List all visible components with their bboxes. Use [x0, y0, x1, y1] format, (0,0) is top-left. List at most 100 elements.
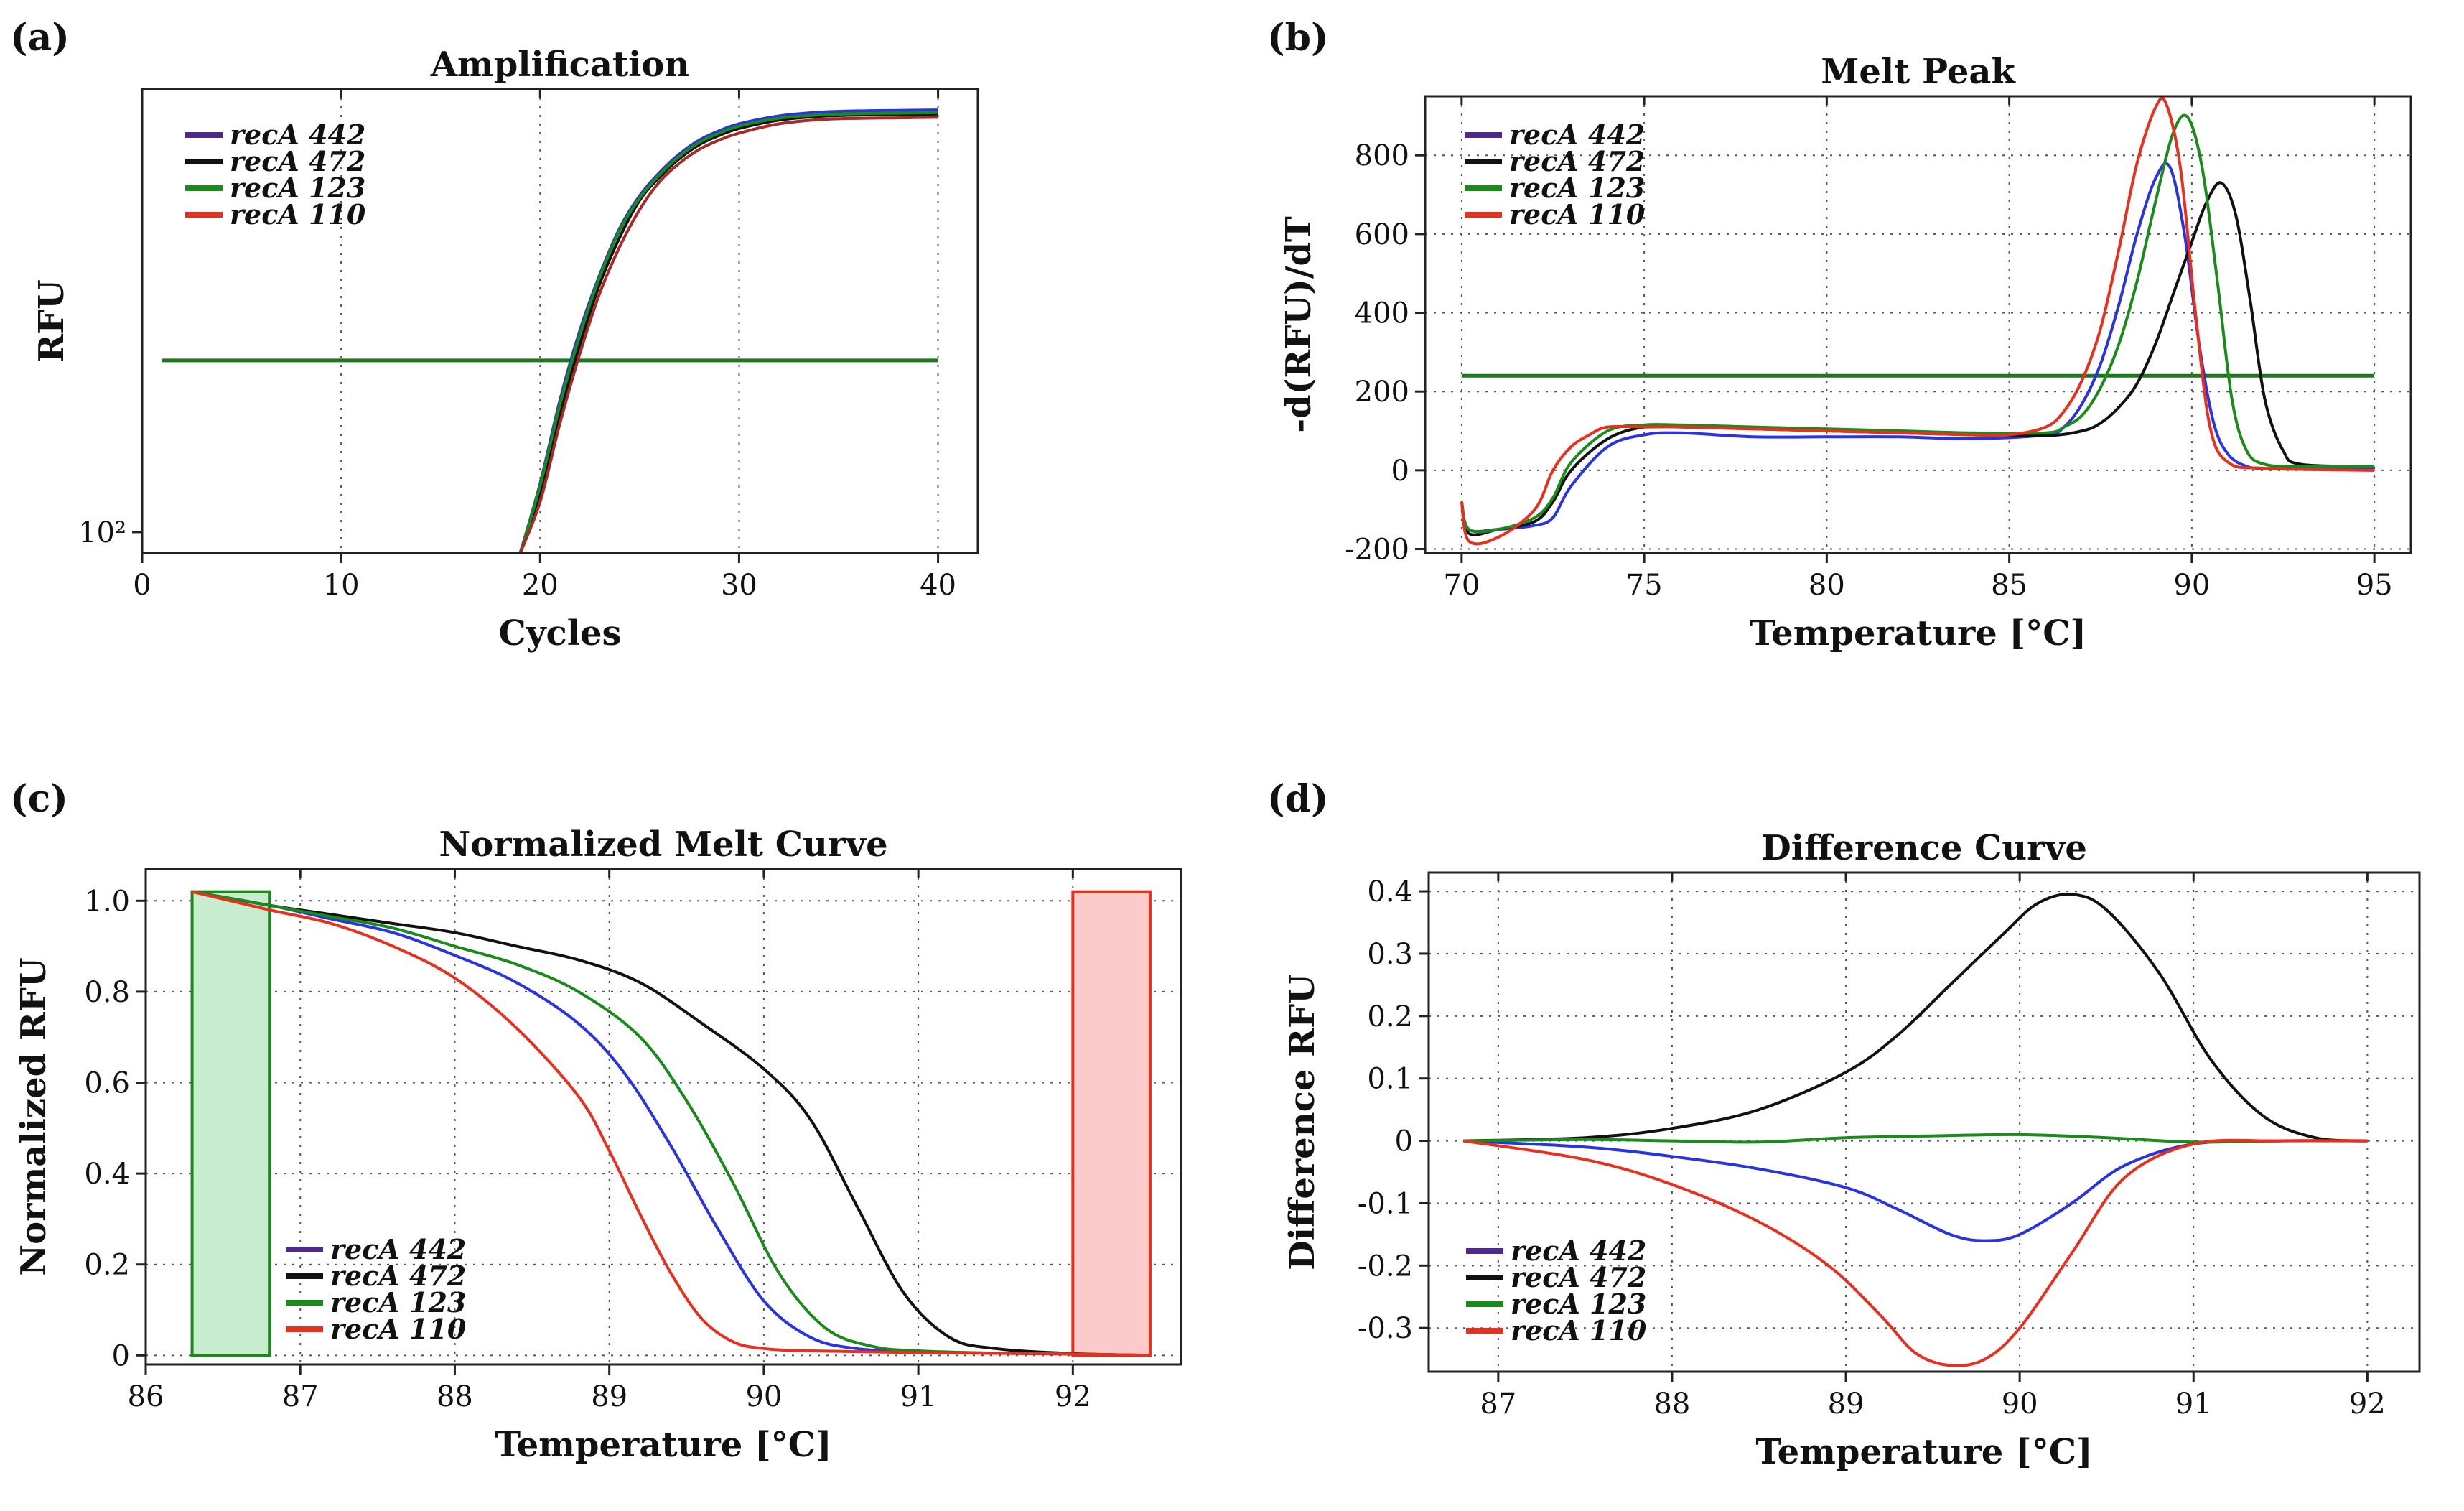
- y-tick-label: 10²: [78, 516, 126, 549]
- post-melt-region: [1071, 890, 1152, 1357]
- x-tick-label: 90: [2002, 1387, 2038, 1421]
- y-tick-label: 0.4: [1367, 875, 1413, 908]
- legend-label: recA 472: [230, 145, 365, 177]
- panel-letter: (b): [1267, 16, 1329, 60]
- panel-a: (a) Amplification 0 10 20 30 40 10² Cycles RFU rec…: [10, 16, 979, 654]
- series-line-reca-442: [1463, 1139, 2368, 1242]
- chart-title: Amplification: [430, 45, 690, 85]
- legend-label: recA 442: [330, 1233, 466, 1265]
- legend-label: recA 123: [330, 1286, 466, 1319]
- y-tick-label: 0.6: [84, 1067, 130, 1100]
- legend-label: recA 442: [230, 118, 365, 151]
- x-tick-label: 87: [1480, 1387, 1516, 1421]
- panel-letter: (c): [10, 777, 68, 821]
- x-tick-label: 20: [522, 569, 559, 602]
- chart-title: Difference Curve: [1761, 828, 2087, 868]
- y-tick-label: 0.3: [1367, 938, 1413, 971]
- series-line-reca-472: [192, 890, 1151, 1357]
- x-tick-label: 75: [1626, 569, 1663, 602]
- y-tick-label: 0.1: [1367, 1063, 1413, 1096]
- x-tick-label: 90: [2173, 569, 2210, 602]
- y-axis-label: RFU: [32, 279, 72, 363]
- x-tick-label: 30: [721, 569, 757, 602]
- y-tick-label: 0: [1391, 455, 1409, 488]
- legend-label: recA 472: [1509, 145, 1645, 177]
- x-axis-label: Temperature [°C]: [1750, 613, 2086, 654]
- series-line-reca-472: [518, 112, 938, 553]
- x-axis-label: Cycles: [498, 613, 621, 654]
- series-line-reca-110: [1460, 96, 2375, 546]
- series-line-reca-472: [1460, 181, 2375, 536]
- x-tick-label: 90: [745, 1380, 782, 1413]
- y-tick-label: 0.2: [84, 1249, 130, 1282]
- panel-letter: (d): [1267, 777, 1329, 821]
- series-line-reca-110: [518, 116, 938, 553]
- x-tick-label: 88: [437, 1380, 473, 1413]
- y-tick-label: 0.8: [84, 976, 130, 1009]
- x-tick-label: 88: [1653, 1387, 1690, 1421]
- y-tick-label: -200: [1345, 534, 1409, 567]
- series-line-reca-123: [518, 111, 938, 553]
- panel-letter: (a): [10, 16, 70, 60]
- y-tick-label: 1.0: [84, 885, 130, 918]
- panel-c: (c) Normalized Melt Curve 86 87 88 89 90 91 92 0 0…: [10, 777, 1182, 1465]
- x-tick-label: 95: [2356, 569, 2393, 602]
- pre-melt-region: [190, 890, 271, 1357]
- x-tick-label: 92: [1055, 1380, 1091, 1413]
- legend-label: recA 123: [230, 172, 365, 204]
- x-tick-label: 70: [1443, 569, 1480, 602]
- y-tick-label: 800: [1355, 139, 1409, 172]
- x-tick-label: 87: [282, 1380, 319, 1413]
- y-tick-label: 0: [112, 1339, 130, 1372]
- x-tick-label: 91: [900, 1380, 937, 1413]
- y-tick-label: 200: [1355, 376, 1409, 409]
- y-tick-label: 400: [1355, 297, 1409, 330]
- y-axis-label: -d(RFU)/dT: [1279, 216, 1319, 433]
- chart-title: Melt Peak: [1821, 52, 2016, 92]
- x-tick-label: 80: [1809, 569, 1845, 602]
- series-line-reca-123: [1463, 1133, 2368, 1144]
- series-line-reca-472: [1463, 893, 2368, 1143]
- x-tick-label: 91: [2175, 1387, 2212, 1421]
- legend-label: recA 110: [1509, 198, 1646, 231]
- y-axis-label: Normalized RFU: [14, 957, 54, 1275]
- y-tick-label: 0.2: [1367, 1000, 1413, 1033]
- legend-label: recA 442: [1509, 118, 1645, 151]
- x-axis-label: Temperature [°C]: [495, 1425, 831, 1465]
- x-tick-label: 86: [128, 1380, 164, 1413]
- legend-label: recA 472: [1511, 1261, 1646, 1293]
- legend-label: recA 110: [230, 198, 366, 231]
- x-tick-label: 85: [1991, 569, 2027, 602]
- panel-d: (d) Difference Curve 87 88 89 90 91 92 -0.3 -0.2 -…: [1267, 777, 2421, 1472]
- x-axis-label: Temperature [°C]: [1755, 1432, 2092, 1472]
- legend-label: recA 123: [1509, 172, 1645, 204]
- x-tick-label: 40: [920, 569, 956, 602]
- y-tick-label: 0.4: [84, 1158, 130, 1191]
- y-axis-label: Difference RFU: [1282, 974, 1322, 1270]
- plot-frame: [1427, 871, 2421, 1373]
- legend-label: recA 110: [330, 1313, 467, 1345]
- legend-label: recA 442: [1511, 1235, 1646, 1267]
- plot-frame: [1424, 95, 2412, 554]
- series-line-reca-123: [1460, 113, 2375, 534]
- x-tick-label: 89: [591, 1380, 627, 1413]
- legend-label: recA 110: [1511, 1314, 1647, 1347]
- x-tick-label: 10: [323, 569, 360, 602]
- y-tick-label: 0: [1395, 1125, 1413, 1158]
- x-tick-label: 92: [2349, 1387, 2386, 1421]
- x-tick-label: 0: [133, 569, 151, 602]
- y-tick-label: -0.1: [1358, 1187, 1413, 1220]
- legend-label: recA 123: [1511, 1288, 1646, 1320]
- plot-frame: [144, 868, 1182, 1366]
- panel-b: (b) Melt Peak 70 75 80 85 90 95 -200 0 200 400 600 80…: [1267, 16, 2412, 654]
- x-tick-label: 89: [1828, 1387, 1865, 1421]
- plot-frame: [141, 88, 979, 554]
- legend-label: recA 472: [330, 1260, 466, 1292]
- y-tick-label: 600: [1355, 218, 1409, 251]
- y-tick-label: -0.3: [1358, 1312, 1413, 1345]
